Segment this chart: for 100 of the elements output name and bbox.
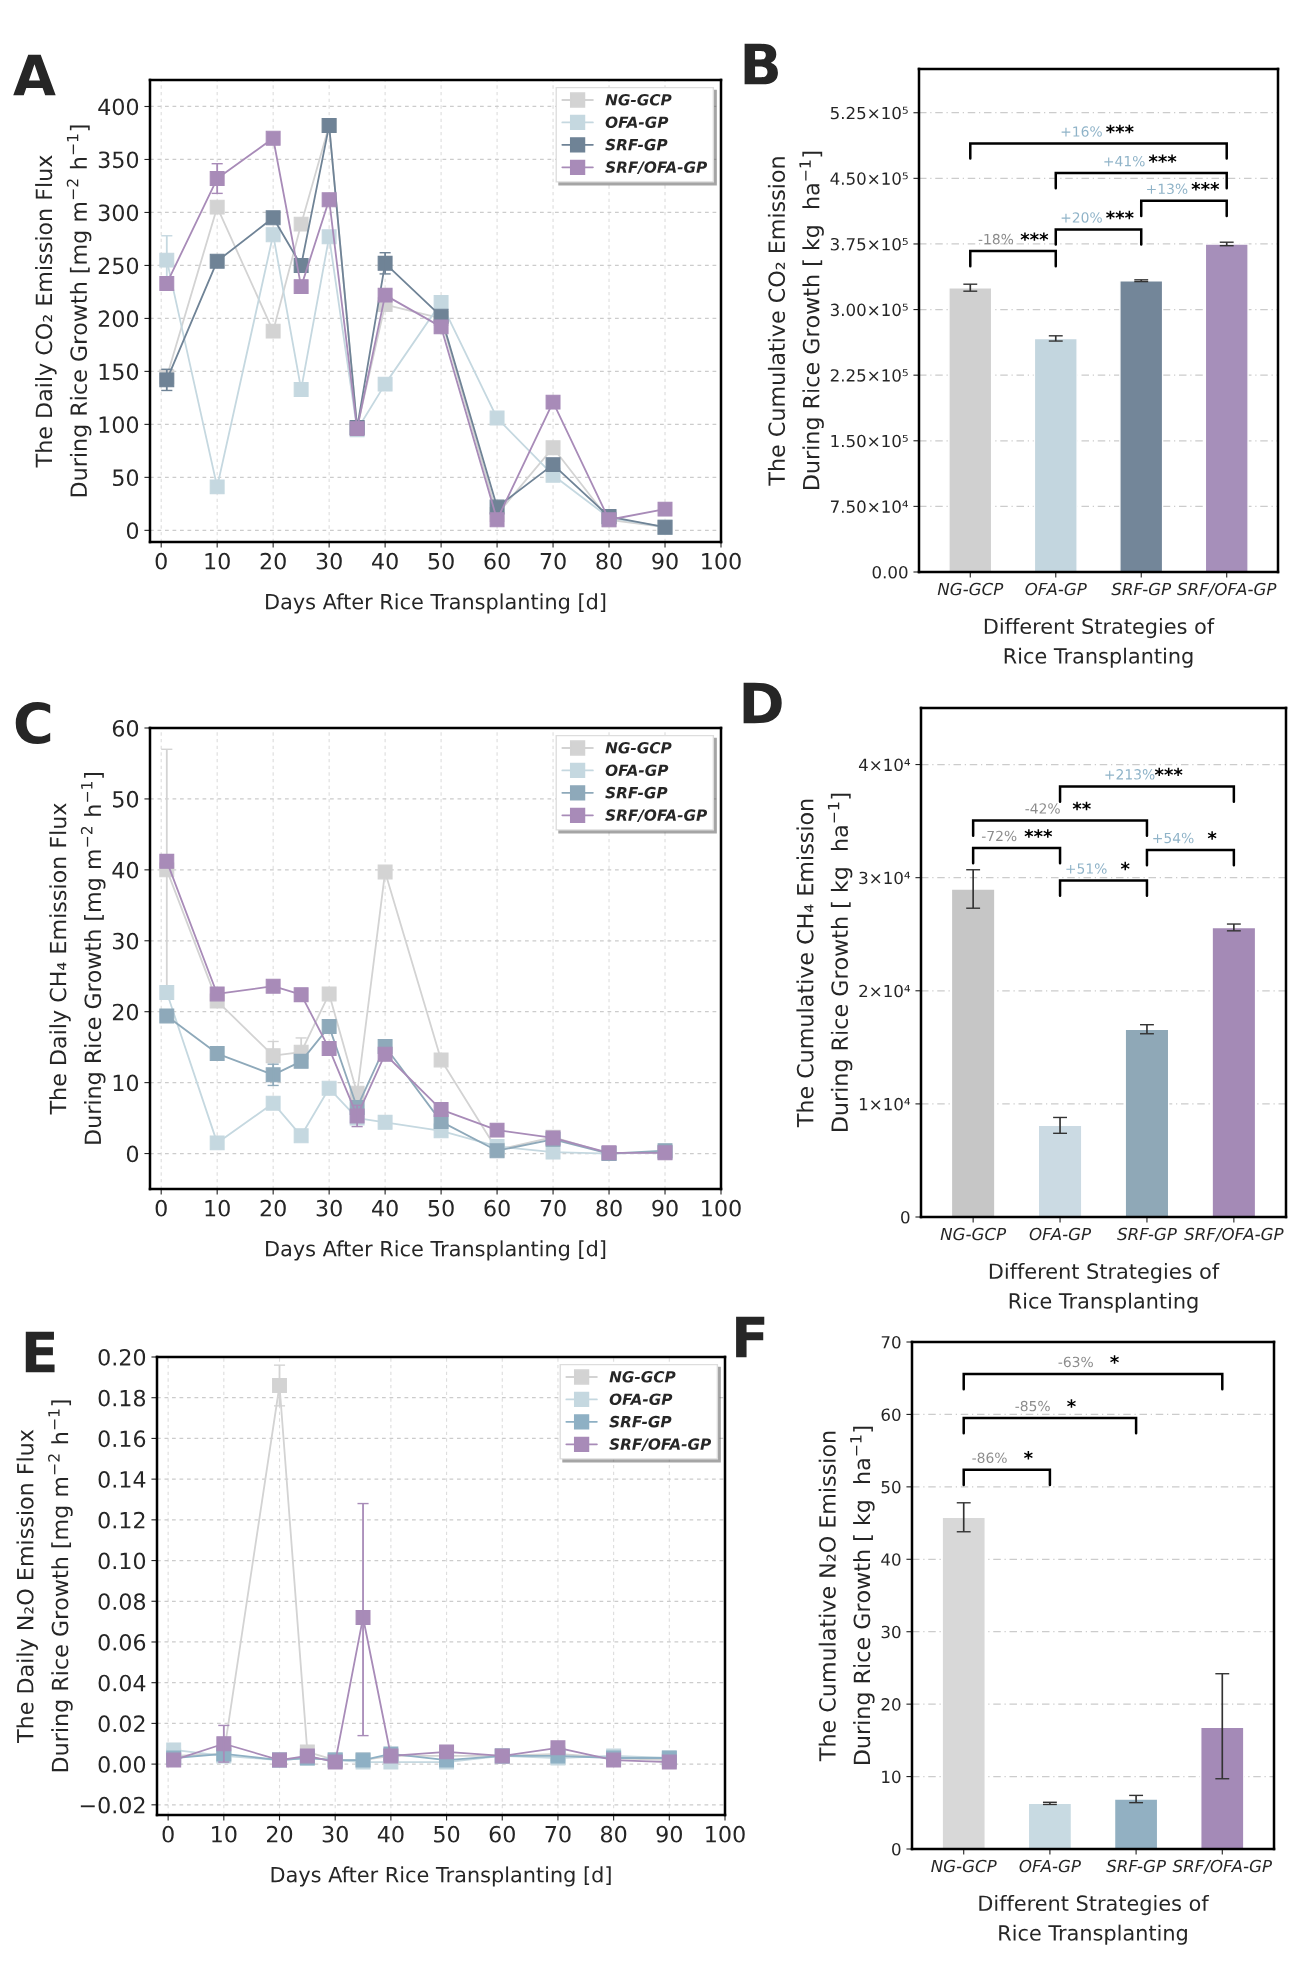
y-tick-label: 50 <box>113 469 139 487</box>
y-tick-label: −0.02 <box>80 1796 145 1814</box>
y-tick-label: 0.16 <box>98 1430 146 1448</box>
legend-label: NG-GCP <box>605 94 672 106</box>
legend-label: SRF/OFA-GP <box>609 1438 712 1452</box>
x-tick-label: 60 <box>484 552 510 570</box>
x-axis-title: Days After Rice Transplanting [d] <box>266 1240 606 1261</box>
annotation: *** <box>1024 829 1053 838</box>
x-tick-label: 40 <box>372 552 398 570</box>
annotation: -72% <box>981 830 1017 842</box>
y-tick-label: 0.14 <box>98 1471 146 1488</box>
annotation: -86% <box>972 1452 1007 1464</box>
annotation: *** <box>1020 232 1049 241</box>
y-tick-label: 0.10 <box>98 1552 146 1570</box>
x-tick-label: 20 <box>267 1825 293 1843</box>
y-tick-label: 0.00 <box>98 1756 146 1773</box>
annotation: +54% <box>1153 832 1194 844</box>
y-tick-label: 0.02 <box>98 1715 145 1733</box>
x-tick-label: 70 <box>540 552 566 570</box>
y-tick-label: 20 <box>112 1003 139 1021</box>
y-tick-label: 0 <box>126 522 139 540</box>
y-tick-label: 150 <box>99 363 139 381</box>
annotation: +213% <box>1105 769 1155 780</box>
y-axis-title: The Cumulative CH₄ Emission During Rice Growth [ kg ha$^{−1}$] <box>796 793 853 1131</box>
x-tick-label: SRF/OFA-GP <box>1177 582 1277 597</box>
annotation: +20% <box>1061 212 1102 223</box>
x-tick-label: 0 <box>155 552 167 570</box>
x-tick-label: 10 <box>205 1199 230 1217</box>
chart-title: F <box>736 1316 765 1358</box>
y-tick-label: 50 <box>113 790 139 808</box>
x-tick-label: 30 <box>316 1199 342 1217</box>
x-tick-label: 70 <box>545 1825 571 1843</box>
annotation: -85% <box>1015 1400 1050 1412</box>
y-tick-label: 400 <box>98 98 139 116</box>
x-tick-label: 60 <box>489 1825 515 1843</box>
y-tick-label: 1×10⁴ <box>859 1097 911 1111</box>
y-tick-label: 0.12 <box>98 1511 145 1529</box>
x-tick-label: 30 <box>322 1825 348 1843</box>
x-tick-label: 80 <box>601 1825 627 1843</box>
chart-title: C <box>15 702 51 745</box>
y-tick-label: 5.25×10⁵ <box>830 106 908 120</box>
x-axis-title: Days After Rice Transplanting [d] <box>266 593 606 614</box>
annotation: *** <box>1191 182 1220 191</box>
legend-label: SRF-GP <box>605 138 668 151</box>
x-axis-title: Different Strategies of Rice Transplanting <box>979 1894 1210 1945</box>
x-tick-label: 70 <box>540 1199 566 1217</box>
y-tick-label: 10 <box>882 1770 901 1784</box>
y-tick-label: 3×10⁴ <box>859 871 911 885</box>
y-tick-label: 0.18 <box>98 1389 146 1407</box>
y-tick-label: 200 <box>98 310 139 328</box>
x-tick-label: 10 <box>212 1825 237 1843</box>
y-tick-label: 70 <box>881 1335 901 1349</box>
legend-label: NG-GCP <box>605 742 672 754</box>
x-tick-label: 60 <box>484 1199 510 1217</box>
annotation: * <box>1067 1399 1076 1408</box>
legend-label: OFA-GP <box>605 764 669 776</box>
chart-title: B <box>744 43 778 85</box>
y-tick-label: 2.25×10⁵ <box>830 369 908 382</box>
y-tick-label: 60 <box>112 719 139 737</box>
x-tick-label: 90 <box>656 1825 682 1843</box>
x-axis-title: Days After Rice Transplanting [d] <box>271 1866 611 1887</box>
x-tick-label: 20 <box>260 552 286 570</box>
y-tick-label: 30 <box>113 932 139 950</box>
y-axis-title: The Daily CO₂ Emission Flux During Rice Growth [mg m$^{−2}$ h$^{−1}$] <box>35 125 92 497</box>
y-axis-title: The Cumulative N₂O Emission During Rice Growth [ kg ha$^{−1}$] <box>818 1426 875 1764</box>
annotation: *** <box>1106 210 1134 220</box>
x-tick-label: NG-GCP <box>940 1227 1007 1241</box>
y-tick-label: 350 <box>98 151 139 169</box>
x-tick-label: NG-GCP <box>937 582 1004 596</box>
x-axis-title: Different Strategies of Rice Transplanting <box>984 617 1215 668</box>
y-axis-title: The Daily N₂O Emission Flux During Rice Growth [mg m$^{−2}$ h$^{−1}$] <box>16 1400 73 1772</box>
x-tick-label: 40 <box>372 1199 398 1217</box>
x-tick-label: SRF/OFA-GP <box>1184 1227 1284 1242</box>
y-tick-label: 60 <box>881 1408 901 1421</box>
x-tick-label: 50 <box>434 1825 460 1843</box>
x-tick-label: SRF-GP <box>1117 1227 1177 1241</box>
legend-label: OFA-GP <box>605 116 669 128</box>
y-tick-label: 50 <box>881 1480 901 1494</box>
y-tick-label: 2×10⁴ <box>859 984 911 998</box>
chart-title: E <box>25 1331 55 1373</box>
x-tick-label: 90 <box>652 1199 678 1217</box>
y-tick-label: 40 <box>881 1553 901 1566</box>
y-tick-label: 0 <box>126 1145 139 1163</box>
x-tick-label: SRF/OFA-GP <box>1172 1859 1272 1874</box>
annotation: -63% <box>1058 1356 1093 1368</box>
annotation: * <box>1024 1451 1033 1460</box>
x-axis-title: Different Strategies of Rice Transplanting <box>989 1262 1220 1313</box>
legend-label: SRF-GP <box>609 1415 672 1428</box>
annotation: *** <box>1148 154 1177 163</box>
x-tick-label: 90 <box>652 552 678 570</box>
y-tick-label: 0.08 <box>98 1593 146 1611</box>
x-tick-label: SRF-GP <box>1106 1859 1166 1873</box>
x-tick-label: SRF-GP <box>1111 582 1172 596</box>
y-tick-label: 4.50×10⁵ <box>830 172 908 185</box>
y-tick-label: 0 <box>892 1842 901 1856</box>
x-tick-label: 50 <box>428 552 454 570</box>
y-tick-label: 3.75×10⁵ <box>830 237 908 251</box>
y-axis-title: The Cumulative CO₂ Emission During Rice Growth [ kg ha$^{−1}$] <box>767 151 824 489</box>
annotation: * <box>1120 861 1130 871</box>
y-tick-label: 10 <box>113 1074 139 1092</box>
